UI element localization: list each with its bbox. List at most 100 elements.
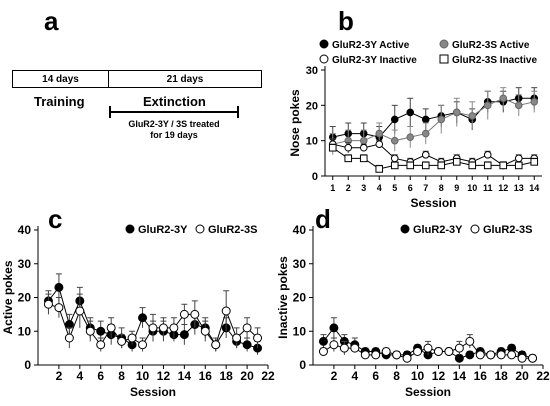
chart-b-data-point <box>406 133 415 141</box>
chart-c-data-point <box>127 333 137 343</box>
chart-b-legend-label: GluR2-3S Active <box>452 40 530 51</box>
chart-c-data-point <box>158 323 168 333</box>
chart-c-data-point <box>117 336 127 346</box>
chart-b-xtick-label: 13 <box>514 183 524 193</box>
panel-a-letter: a <box>44 6 59 36</box>
chart-b-data-point <box>406 161 415 170</box>
chart-b-xtick-label: 4 <box>377 183 382 193</box>
chart-d-xtick-label: 8 <box>393 369 400 383</box>
chart-d-data-point <box>402 353 412 363</box>
chart-d-xlabel: Session <box>405 385 451 399</box>
chart-c-data-point <box>54 303 64 313</box>
chart-b-data-point <box>375 140 384 148</box>
treatment-note: GluR2-3Y / 3S treated for 19 days <box>128 119 220 140</box>
chart-c-xtick-label: 6 <box>97 369 104 383</box>
chart-d-xtick-label: 16 <box>474 369 488 383</box>
chart-d-data-point <box>465 336 475 346</box>
chart-c-data-point <box>106 323 116 333</box>
chart-b-data-point <box>530 158 539 166</box>
chart-c-data-point <box>138 313 148 323</box>
chart-b-data-point <box>514 161 523 170</box>
chart-d-data-point <box>444 347 454 356</box>
chart-d-ytick-label: 20 <box>293 291 307 305</box>
chart-b-xtick-label: 1 <box>330 183 335 193</box>
chart-b-xtick-label: 8 <box>439 183 444 193</box>
chart-b-legend-label: GluR2-3Y Active <box>332 40 410 51</box>
chart-b-legend-marker <box>319 54 329 64</box>
chart-b-ylabel: Nose pokes <box>288 89 302 157</box>
chart-c-data-point <box>54 282 64 292</box>
chart-d-legend-marker <box>470 224 480 234</box>
chart-b-data-point <box>421 161 430 170</box>
chart-b-data-point <box>483 101 492 110</box>
chart-b-data-point <box>406 108 415 117</box>
chart-d-data-point <box>381 347 391 356</box>
chart-c-data-point <box>96 340 106 350</box>
chart-b-data-point <box>499 161 508 170</box>
chart-d-xtick-label: 12 <box>432 369 446 383</box>
chart-c: 0 10 20 30 40 2 4 6 8 10 12 14 16 18 20 22 Session Active… <box>1 223 275 399</box>
chart-b-legend-label: GluR2-3S Inactive <box>452 55 537 66</box>
chart-d-xtick-label: 14 <box>453 369 467 383</box>
chart-d-ylabel: Inactive pokes <box>276 256 290 339</box>
chart-d-xtick-label: 22 <box>536 369 550 383</box>
chart-d-xtick-label: 20 <box>515 369 529 383</box>
training-days-box: 14 days <box>12 70 109 88</box>
chart-d-data-point <box>517 353 527 363</box>
chart-d-legend-label: GluR2-3S <box>483 224 533 236</box>
chart-c-ytick-label: 30 <box>18 257 32 271</box>
chart-b-legend-label: GluR2-3Y Inactive <box>332 55 417 66</box>
chart-b-data-point <box>530 98 539 106</box>
chart-d-data-point <box>496 350 506 360</box>
chart-b-data-point <box>359 154 368 163</box>
chart-b-xtick-label: 10 <box>467 183 477 193</box>
chart-d-data-point <box>486 350 496 360</box>
chart-b-xlabel: Session <box>410 196 456 210</box>
chart-b-xtick-label: 12 <box>498 183 508 193</box>
chart-c-legend-label: GluR2-3S <box>208 224 258 236</box>
chart-c-data-point <box>232 333 242 343</box>
chart-d-data-point <box>507 350 517 360</box>
panel-d-letter: d <box>315 204 331 234</box>
chart-d-ytick-label: 0 <box>299 358 306 372</box>
chart-c-data-point <box>200 326 210 336</box>
chart-c-data-point <box>96 326 106 336</box>
chart-c-data-point <box>43 299 53 309</box>
chart-c-xtick-label: 10 <box>136 369 150 383</box>
chart-d-ytick-label: 40 <box>293 223 307 237</box>
chart-b-xtick-label: 9 <box>454 183 459 193</box>
chart-b-data-point <box>421 115 430 124</box>
panel-c-letter: c <box>48 204 63 234</box>
chart-b-xtick-label: 5 <box>392 183 397 193</box>
chart-b-data-point <box>483 151 492 159</box>
chart-c-xtick-label: 18 <box>220 369 234 383</box>
chart-b-data-point <box>514 101 523 110</box>
chart-d-data-point <box>465 350 475 360</box>
chart-b-data-point <box>359 136 368 145</box>
chart-b-data-point <box>390 161 399 170</box>
chart-b-data-point <box>375 129 384 138</box>
chart-d-data-point <box>423 343 433 353</box>
chart-b-ytick-label: 30 <box>306 65 318 77</box>
chart-b-data-point <box>359 143 368 152</box>
chart-d-data-point <box>371 350 381 360</box>
chart-c-xtick-label: 4 <box>76 369 83 383</box>
chart-c-xtick-label: 22 <box>261 369 275 383</box>
chart-d-data-point <box>528 353 538 363</box>
chart-c-data-point <box>64 320 74 329</box>
chart-c-legend-marker <box>125 224 135 234</box>
chart-d-data-point <box>318 347 328 356</box>
chart-b-data-point <box>514 154 523 163</box>
chart-c-data-point <box>138 340 148 350</box>
chart-c-xlabel: Session <box>130 385 176 399</box>
chart-d-ytick-label: 10 <box>293 324 307 338</box>
chart-b-data-point <box>421 151 430 159</box>
chart-d-data-point <box>413 347 423 356</box>
extinction-days-box: 21 days <box>108 70 262 88</box>
chart-c-data-point <box>190 309 200 319</box>
chart-c-data-point <box>211 340 221 350</box>
chart-c-xtick-label: 14 <box>178 369 192 383</box>
training-label: Training <box>34 94 85 109</box>
